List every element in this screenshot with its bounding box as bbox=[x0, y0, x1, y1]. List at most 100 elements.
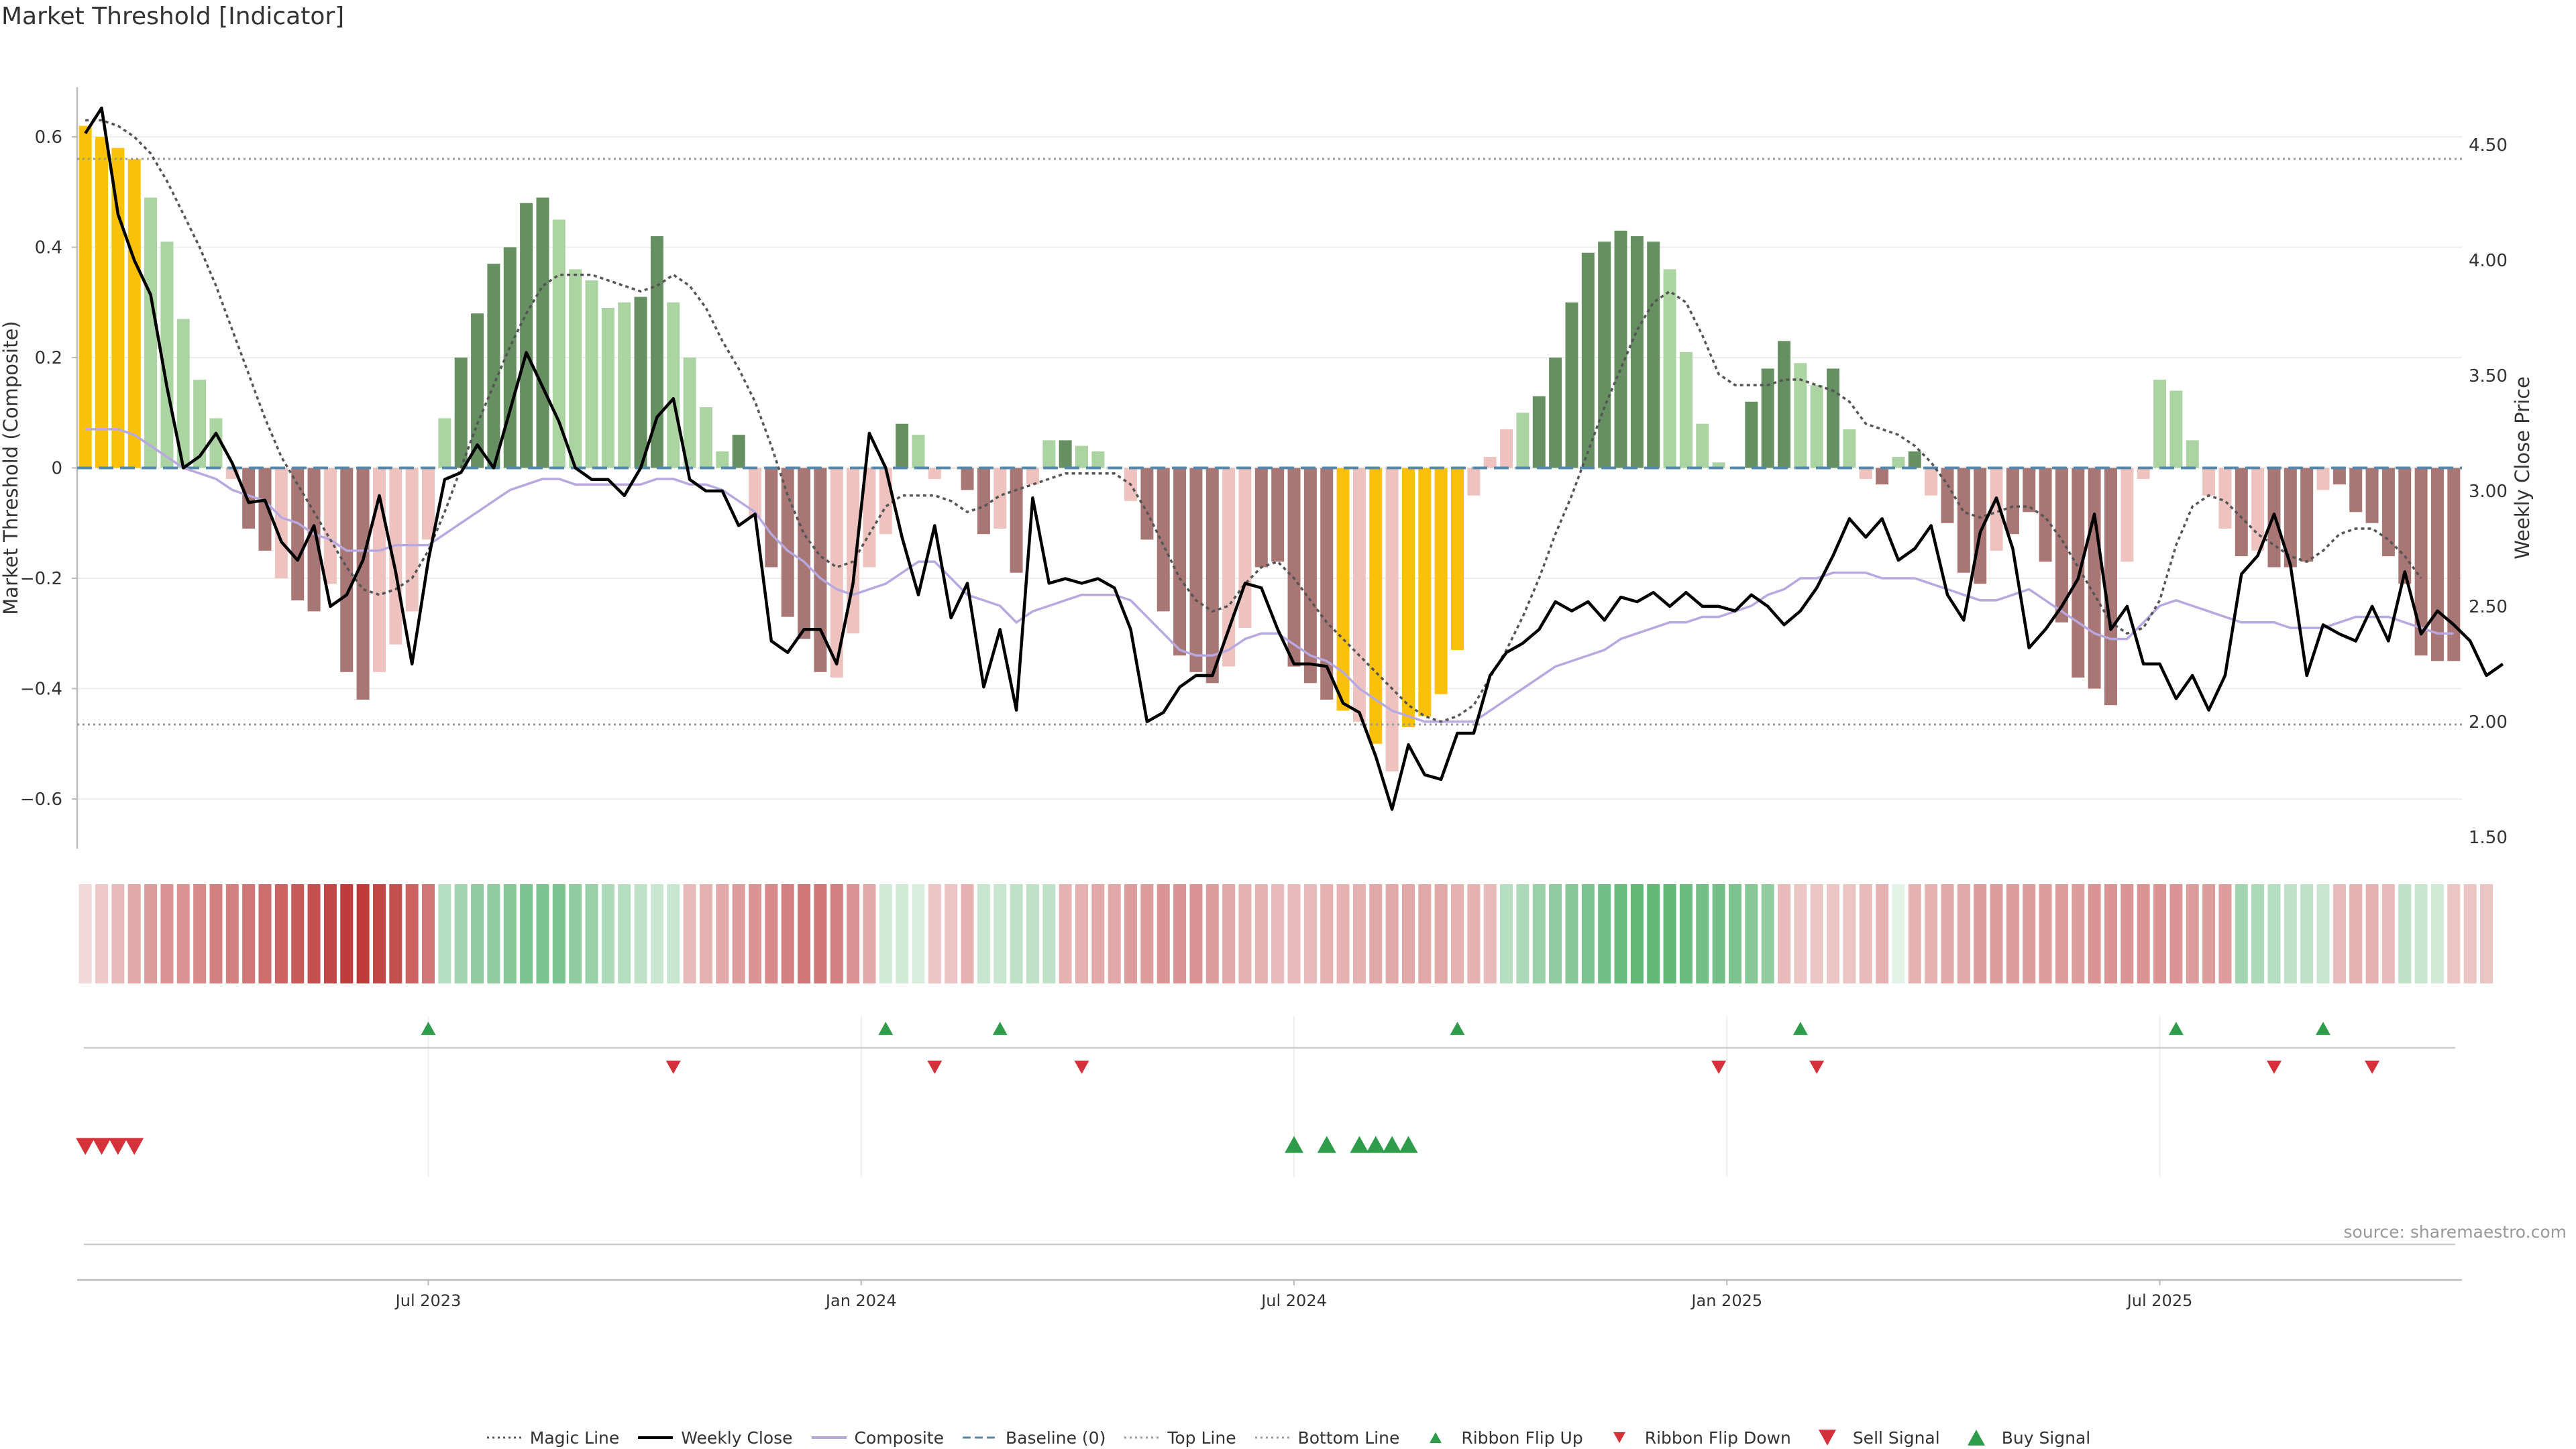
ribbon-cell bbox=[928, 884, 941, 983]
composite-bar bbox=[1320, 468, 1334, 700]
composite-bar bbox=[2284, 468, 2297, 568]
ribbon-cell-bg bbox=[1957, 884, 1970, 983]
ribbon-cell-bg bbox=[1222, 884, 1236, 983]
sell-signal-marker bbox=[92, 1138, 111, 1155]
composite-bar bbox=[699, 407, 712, 468]
composite-bar bbox=[1385, 468, 1399, 771]
composite-bar bbox=[569, 269, 582, 468]
composite-bar bbox=[2218, 468, 2232, 529]
composite-bar bbox=[1091, 451, 1105, 468]
composite-bar bbox=[536, 197, 549, 468]
axis-layer: 0.6 0.4 0.2 0 −0.2 −0.4 −0.6 4.50 4.00 3.50 3.00 2.… bbox=[0, 127, 2534, 1310]
y2-tick-label: 4.50 bbox=[2469, 136, 2508, 156]
legend-swatch-icon bbox=[1124, 1436, 1160, 1439]
ribbon-cell-bg bbox=[1451, 884, 1464, 983]
ribbon-cell bbox=[1418, 884, 1432, 983]
composite-bar bbox=[2023, 468, 2036, 513]
ribbon-cell-bg bbox=[667, 884, 680, 983]
composite-bar bbox=[814, 468, 827, 672]
composite-bar bbox=[1647, 241, 1660, 468]
ribbon-cell bbox=[2332, 884, 2346, 983]
legend-label: Sell Signal bbox=[1852, 1428, 1940, 1448]
y-tick-label: −0.2 bbox=[20, 569, 62, 589]
y-tick-label: 0 bbox=[51, 459, 62, 479]
ribbon-cell-bg bbox=[1091, 884, 1105, 983]
ribbon-cell-bg bbox=[912, 884, 925, 983]
ribbon-cell bbox=[2104, 884, 2117, 983]
ribbon-cell-bg bbox=[1026, 884, 1039, 983]
composite-bar bbox=[1075, 445, 1088, 468]
ribbon-cell-bg bbox=[1434, 884, 1448, 983]
ribbon-cell bbox=[1238, 884, 1252, 983]
composite-bar bbox=[1810, 385, 1823, 468]
ribbon-cell bbox=[1957, 884, 1970, 983]
ribbon-cell-bg bbox=[879, 884, 892, 983]
legend-item: Ribbon Flip Down bbox=[1601, 1428, 1791, 1448]
ribbon-cell-bg bbox=[1941, 884, 1954, 983]
ribbon-cell bbox=[2023, 884, 2036, 983]
ribbon-cell-bg bbox=[2332, 884, 2346, 983]
ribbon-cell bbox=[242, 884, 256, 983]
composite-bar bbox=[2447, 468, 2461, 661]
ribbon-cell bbox=[1778, 884, 1790, 983]
composite-bar bbox=[683, 358, 696, 468]
ribbon-cell bbox=[274, 884, 288, 983]
legend-item: Magic Line bbox=[486, 1428, 619, 1448]
ribbon-cell bbox=[1925, 884, 1938, 983]
legend-item: Weekly Close bbox=[637, 1428, 793, 1448]
ribbon-cell bbox=[945, 884, 958, 983]
composite-bar bbox=[274, 468, 288, 578]
ribbon-layer bbox=[78, 884, 2493, 983]
ribbon-cell-bg bbox=[1385, 884, 1399, 983]
x-tick-label: Jul 2023 bbox=[394, 1291, 462, 1310]
composite-bar bbox=[1925, 468, 1938, 496]
ribbon-cell bbox=[307, 884, 321, 983]
composite-bar bbox=[2398, 468, 2412, 584]
ribbon-cell bbox=[1483, 884, 1497, 983]
ribbon-cell bbox=[340, 884, 354, 983]
legend-label: Buy Signal bbox=[2001, 1428, 2091, 1448]
composite-bar bbox=[291, 468, 305, 600]
x-tick-label: Jul 2024 bbox=[1260, 1291, 1327, 1310]
ribbon-cell bbox=[225, 884, 239, 983]
composite-bar bbox=[2381, 468, 2395, 557]
composite-bar bbox=[1957, 468, 1970, 573]
magic-line bbox=[85, 119, 2422, 723]
ribbon-cell-bg bbox=[2414, 884, 2428, 983]
composite-bar bbox=[2316, 468, 2330, 490]
composite-bar bbox=[585, 280, 598, 468]
composite-bar bbox=[1303, 468, 1317, 684]
composite-bar bbox=[405, 468, 419, 612]
legend-label: Weekly Close bbox=[681, 1428, 793, 1448]
legend-label: Top Line bbox=[1167, 1428, 1236, 1448]
composite-bar bbox=[1059, 440, 1072, 468]
ribbon-cell bbox=[2349, 884, 2363, 983]
ribbon-cell bbox=[2186, 884, 2199, 983]
ribbon-cell-bg bbox=[1467, 884, 1481, 983]
composite-bar bbox=[961, 468, 974, 490]
ribbon-cell bbox=[2121, 884, 2134, 983]
ribbon-cell bbox=[2251, 884, 2265, 983]
ribbon-cell-bg bbox=[127, 884, 141, 983]
x-tick-label: Jan 2025 bbox=[1690, 1291, 1762, 1310]
composite-bar bbox=[601, 307, 614, 468]
composite-bar bbox=[1663, 269, 1676, 468]
ribbon-cell-bg bbox=[2267, 884, 2281, 983]
ribbon-cell-bg bbox=[994, 884, 1007, 983]
ribbon-cell-bg bbox=[1401, 884, 1415, 983]
composite-bar bbox=[1630, 236, 1644, 468]
ribbon-cell bbox=[1974, 884, 1987, 983]
ribbon-flip-down-marker bbox=[1711, 1061, 1727, 1074]
ribbon-cell-bg bbox=[896, 884, 909, 983]
ribbon-cell bbox=[1728, 884, 1741, 983]
ribbon-cell bbox=[618, 884, 631, 983]
buy-signal-marker bbox=[1399, 1136, 1418, 1153]
ribbon-cell bbox=[1140, 884, 1154, 983]
ribbon-cell bbox=[1549, 884, 1562, 983]
ribbon-cell bbox=[1026, 884, 1039, 983]
ribbon-cell-bg bbox=[699, 884, 712, 983]
composite-bar bbox=[830, 468, 843, 678]
ribbon-cell-bg bbox=[1271, 884, 1285, 983]
composite-bar bbox=[1173, 468, 1187, 656]
ribbon-cell bbox=[830, 884, 843, 983]
